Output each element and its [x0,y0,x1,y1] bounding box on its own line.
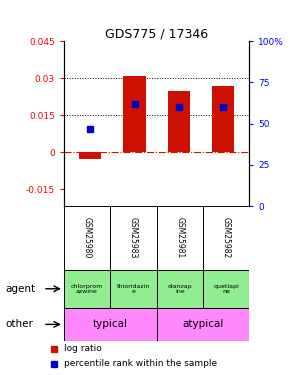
Bar [157,308,249,341]
Title: GDS775 / 17346: GDS775 / 17346 [105,27,208,40]
Text: log ratio: log ratio [64,344,102,353]
Bar [203,270,249,308]
Text: thioridazin
e: thioridazin e [117,284,150,294]
Text: olanzap
ine: olanzap ine [168,284,192,294]
Bar [124,76,146,152]
Text: GSM25980: GSM25980 [82,217,92,259]
Bar [110,270,157,308]
Bar [168,90,190,152]
Bar [157,270,203,308]
Bar [64,308,157,341]
Text: GSM25982: GSM25982 [222,217,231,259]
Text: atypical: atypical [182,320,224,329]
Text: GSM25983: GSM25983 [129,217,138,259]
Text: other: other [6,320,34,329]
Bar [79,152,101,159]
Text: percentile rank within the sample: percentile rank within the sample [64,359,218,368]
Text: agent: agent [6,284,36,294]
Text: quetiapi
ne: quetiapi ne [213,284,239,294]
Bar [64,270,110,308]
Bar [212,86,234,152]
Text: chlorprom
azwine: chlorprom azwine [71,284,103,294]
Text: GSM25981: GSM25981 [175,217,184,259]
Text: typical: typical [93,320,128,329]
